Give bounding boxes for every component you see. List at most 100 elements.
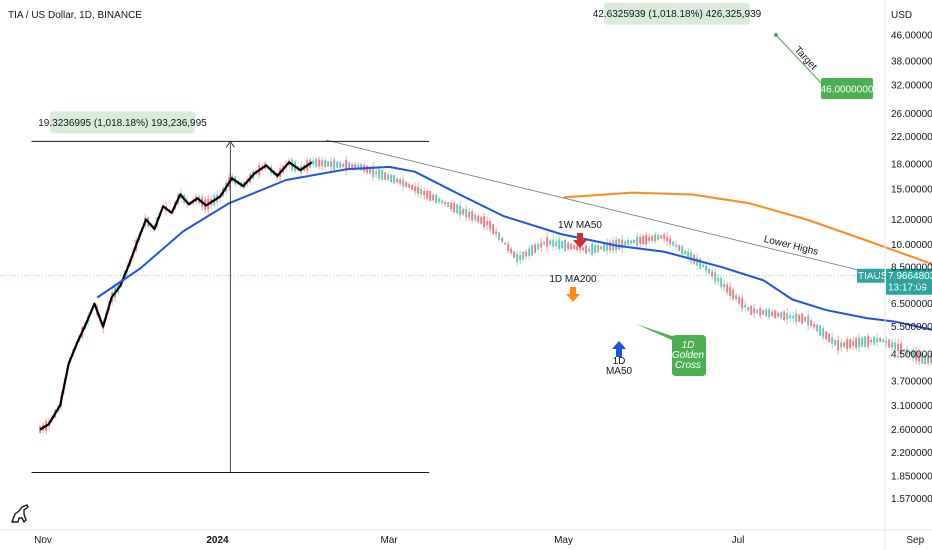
candle-body xyxy=(387,174,390,180)
candle-body xyxy=(513,251,516,258)
candle-body xyxy=(807,315,810,326)
candle-body xyxy=(861,337,864,347)
y-tick-label: 12.0000000 xyxy=(891,215,932,226)
candle-body xyxy=(414,186,417,192)
candle-body xyxy=(477,215,480,222)
candle-body xyxy=(645,234,648,245)
y-tick-label: 2.6000000 xyxy=(891,425,932,436)
candle-body xyxy=(483,216,486,228)
currency-label: USD xyxy=(891,10,912,21)
candle-body xyxy=(570,243,573,250)
candle-body xyxy=(312,160,315,165)
candle-body xyxy=(552,239,555,247)
candle-body xyxy=(768,309,771,318)
candle-body xyxy=(921,353,924,364)
candle-body xyxy=(882,339,885,342)
target-value: 46.0000000 xyxy=(821,85,874,96)
candle-body xyxy=(573,245,576,249)
candle-body xyxy=(423,190,426,196)
candle-body xyxy=(915,350,918,361)
candle-body xyxy=(846,339,849,350)
candle-body xyxy=(585,245,588,254)
candle-body xyxy=(633,239,636,244)
candle-body xyxy=(750,305,753,315)
candle-body xyxy=(540,242,543,248)
candle-body xyxy=(372,166,375,177)
candle-body xyxy=(606,242,609,251)
candle-body xyxy=(906,349,909,354)
candle-body xyxy=(765,309,768,317)
candle-body xyxy=(321,160,324,167)
candle-body xyxy=(489,221,492,230)
candle-body xyxy=(378,169,381,179)
candle-body xyxy=(630,240,633,244)
target-line xyxy=(775,34,823,85)
candle-body xyxy=(798,314,801,322)
price-tag-symbol-bg xyxy=(857,268,885,283)
x-tick-label: May xyxy=(554,535,573,546)
d1-ma200-arrow-icon xyxy=(566,287,580,302)
candle-body xyxy=(498,232,501,241)
candle-body xyxy=(747,307,750,311)
candle-body xyxy=(528,248,531,256)
candle-body xyxy=(870,339,873,343)
candle-body xyxy=(885,340,888,344)
candle-body xyxy=(339,162,342,168)
series-line-2 xyxy=(96,165,932,331)
golden-cross-text-1: Golden xyxy=(672,350,705,361)
candle-body xyxy=(672,241,675,246)
candle-body xyxy=(741,297,744,309)
candle-body xyxy=(624,240,627,246)
tradingview-logo[interactable]: TV xyxy=(0,0,29,523)
candle-body xyxy=(441,200,444,204)
candle-body xyxy=(780,312,783,319)
candle-body xyxy=(777,312,780,317)
candle-body xyxy=(336,161,339,168)
candle-body xyxy=(324,160,327,167)
candle-body xyxy=(663,234,666,240)
y-tick-label: 1.5700000 xyxy=(891,494,932,505)
lower-highs-label: Lower Highs xyxy=(763,234,820,258)
candle-body xyxy=(759,308,762,316)
candle-body xyxy=(708,268,711,274)
candle-body xyxy=(396,178,399,183)
y-tick-label: 3.1000000 xyxy=(891,401,932,412)
y-tick-label: 4.5000000 xyxy=(891,350,932,361)
candle-body xyxy=(762,310,765,315)
candle-body xyxy=(438,198,441,202)
candle-body xyxy=(669,238,672,245)
candle-body xyxy=(462,209,465,215)
series-line-3 xyxy=(563,191,932,266)
candle-body xyxy=(723,283,726,288)
candle-body xyxy=(675,244,678,248)
candle-body xyxy=(564,239,567,251)
candle-body xyxy=(753,308,756,314)
candle-body xyxy=(555,241,558,247)
y-tick-label: 15.0000000 xyxy=(891,184,932,195)
range-1-label: 19.3236995 (1,018.18%) 193,236,995 xyxy=(38,118,207,129)
candle-body xyxy=(420,189,423,195)
candle-body xyxy=(465,209,468,218)
candle-body xyxy=(816,324,819,332)
candle-body xyxy=(375,171,378,174)
golden-cross-text-0: 1D xyxy=(682,340,695,351)
candle-body xyxy=(315,158,318,167)
candle-body xyxy=(828,333,831,343)
candle-body xyxy=(504,242,507,245)
candle-body xyxy=(705,265,708,271)
candle-body xyxy=(357,164,360,169)
candle-body xyxy=(591,244,594,255)
candle-body xyxy=(726,284,729,293)
candle-body xyxy=(711,271,714,277)
candle-body xyxy=(648,237,651,241)
candle-body xyxy=(801,313,804,324)
candle-body xyxy=(627,240,630,245)
candle-body xyxy=(579,246,582,250)
candle-body xyxy=(435,194,438,203)
candle-body xyxy=(333,159,336,170)
candle-body xyxy=(582,247,585,251)
price-tag-value: 7.9664803 xyxy=(888,271,932,282)
candle-body xyxy=(684,250,687,255)
candle-body xyxy=(549,240,552,245)
